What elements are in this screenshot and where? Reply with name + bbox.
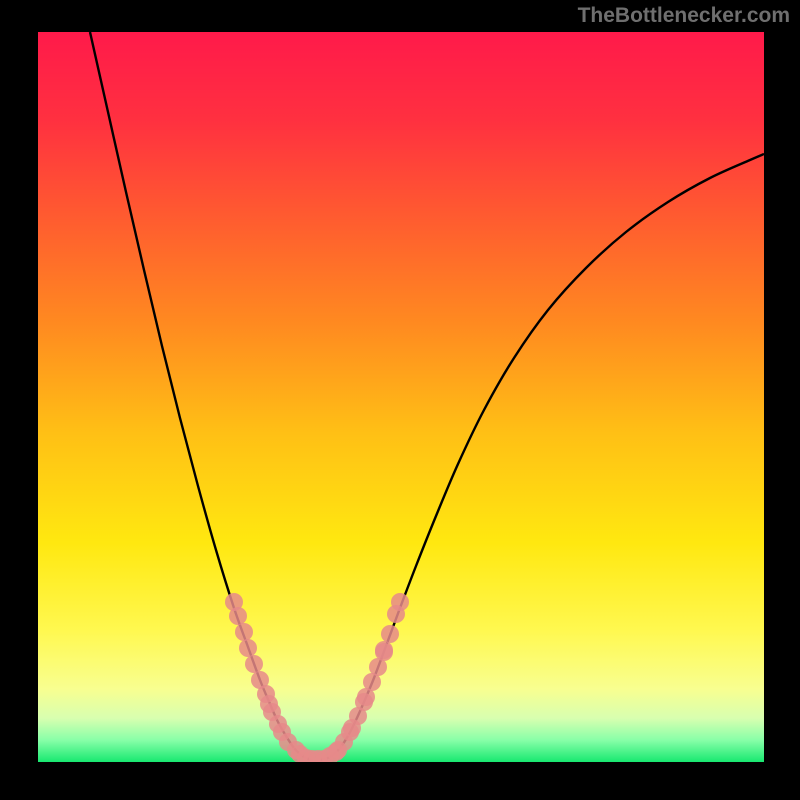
left-curve — [90, 32, 313, 760]
data-marker — [229, 607, 247, 625]
data-marker — [235, 623, 253, 641]
data-marker — [375, 643, 393, 661]
data-marker — [245, 655, 263, 673]
data-marker — [239, 639, 257, 657]
plot-area — [38, 32, 764, 762]
data-marker — [391, 593, 409, 611]
watermark-text: TheBottlenecker.com — [578, 4, 790, 28]
marker-group — [225, 593, 409, 762]
chart-svg — [38, 32, 764, 762]
data-marker — [381, 625, 399, 643]
